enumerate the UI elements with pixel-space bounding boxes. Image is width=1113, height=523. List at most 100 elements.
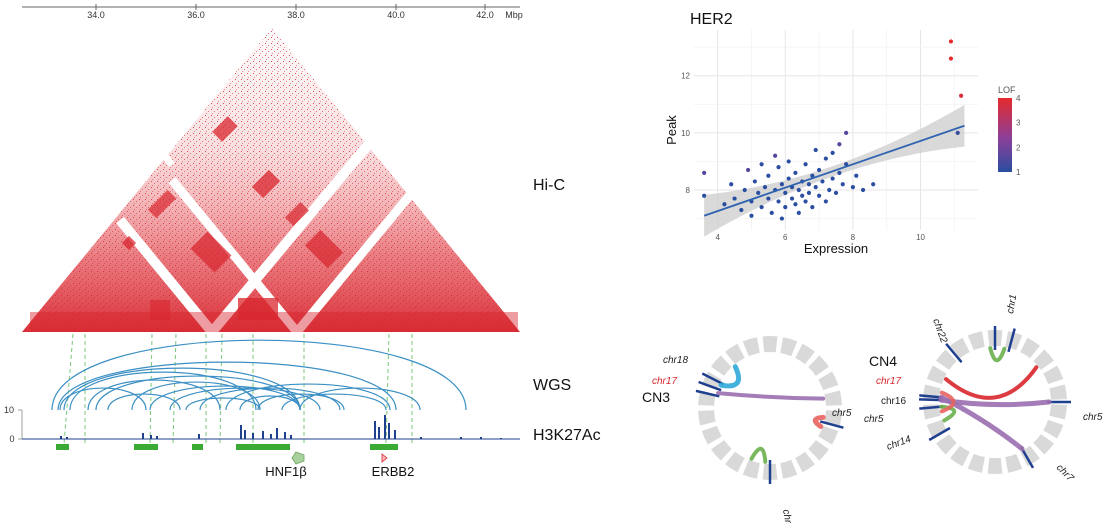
scatter-point xyxy=(783,190,788,195)
h3k27ac-peak xyxy=(384,415,386,439)
scatter-point xyxy=(789,196,795,201)
y-tick-label: 8 xyxy=(686,186,691,195)
region-bar xyxy=(192,444,203,450)
circos-link xyxy=(718,364,741,389)
circos-plot-cn4 xyxy=(919,326,1071,475)
scatter-point xyxy=(722,202,727,207)
circos-segment xyxy=(1049,384,1067,400)
h3k27ac-peak xyxy=(378,427,380,439)
circos-left-chr9: chr9 xyxy=(780,509,794,523)
circos-segment xyxy=(725,451,745,473)
scatter-point xyxy=(803,199,808,204)
y-tick-label: 10 xyxy=(681,129,690,138)
circos-segment xyxy=(926,419,947,439)
circos-segment xyxy=(926,365,947,385)
scatter-point xyxy=(702,193,707,198)
h3k27ac-peak xyxy=(276,428,278,439)
guide-lines xyxy=(63,333,413,445)
scatter-point xyxy=(820,179,825,184)
circos-segment xyxy=(1033,349,1054,370)
guide-line xyxy=(149,333,153,445)
x-axis-label: Expression xyxy=(804,241,868,256)
h3k27ac-peak xyxy=(420,437,422,439)
h3k27ac-peak xyxy=(500,438,502,439)
scatter-point xyxy=(793,202,798,207)
circos-segment xyxy=(936,434,957,455)
legend-colorbar xyxy=(998,98,1012,172)
circos-segment xyxy=(987,457,1003,475)
circos-link xyxy=(938,394,1025,452)
scatter-point xyxy=(756,190,761,195)
scatter-point xyxy=(766,173,771,178)
circos-segment xyxy=(711,355,732,376)
circos-segment xyxy=(808,355,829,376)
circos-left-chr18: chr18 xyxy=(663,355,688,366)
circos-left-chr17: chr17 xyxy=(652,376,677,387)
regression-line xyxy=(703,124,965,217)
scatter-point xyxy=(948,56,954,61)
circos-link xyxy=(944,365,1039,400)
h3k27ac-peak xyxy=(270,434,272,439)
hic-domain xyxy=(212,116,238,142)
circos-segment xyxy=(1020,337,1040,359)
genome-axis: 34.0 36.0 38.0 40.0 42.0 Mbp xyxy=(22,4,523,20)
guide-line xyxy=(385,333,390,445)
circos-link xyxy=(716,391,826,401)
circos-segment xyxy=(950,445,970,467)
sv-arc xyxy=(239,395,301,411)
h3k27ac-peak xyxy=(66,437,68,439)
scatter-point xyxy=(732,196,737,201)
scatter-point xyxy=(776,165,781,170)
circos-marker xyxy=(695,389,720,398)
h3k27ac-ymax: 10 xyxy=(4,405,14,415)
scatter-point xyxy=(766,196,771,201)
scatter-point xyxy=(823,156,828,161)
circos-marker xyxy=(701,372,725,386)
hic-domain xyxy=(284,201,310,227)
scatter-point xyxy=(810,173,815,178)
scatter-point xyxy=(813,147,818,153)
wgs-arcs xyxy=(51,339,467,411)
hic-track-label: Hi-C xyxy=(533,177,565,194)
region-bar xyxy=(134,444,158,450)
scatter-point xyxy=(800,193,805,198)
circos-right-chr22: chr22 xyxy=(930,317,949,345)
scatter-point xyxy=(844,130,849,135)
circos-segment xyxy=(742,337,760,357)
cn4-label: CN4 xyxy=(869,353,897,369)
region-bar xyxy=(370,444,398,450)
x-tick-label: 10 xyxy=(916,233,925,242)
hnf1b-gene-icon xyxy=(291,451,305,465)
hic-domain xyxy=(190,231,232,273)
h3k27ac-peak xyxy=(198,434,200,439)
hic-gap xyxy=(157,147,175,168)
circos-segment xyxy=(1033,434,1054,455)
h3k27ac-ymin: 0 xyxy=(9,434,14,444)
guide-line xyxy=(172,333,177,445)
circos-segment xyxy=(780,337,798,357)
scatter-point xyxy=(816,193,822,198)
circos-link xyxy=(939,404,957,423)
circos-segment xyxy=(1043,419,1064,439)
erbb2-gene-icon xyxy=(381,453,388,463)
circos-right-chr5-right: chr5 xyxy=(1083,412,1103,423)
h3k27ac-peak xyxy=(480,437,482,439)
circos-segment xyxy=(725,343,745,365)
sv-arc xyxy=(199,387,341,411)
scatter-point xyxy=(948,39,954,44)
scatter-point xyxy=(779,182,785,187)
scatter-point xyxy=(702,170,707,175)
scatter-point xyxy=(837,142,842,147)
circos-right-chr17: chr17 xyxy=(876,376,901,387)
x-tick-label: 6 xyxy=(783,233,788,242)
circos-segment xyxy=(795,343,815,365)
circos-link xyxy=(988,346,1007,363)
scatter-point xyxy=(827,187,832,193)
hic-gap xyxy=(116,216,216,336)
genome-tick-36: 36.0 xyxy=(187,10,205,20)
h3k27ac-track-label: H3K27Ac xyxy=(533,427,601,444)
circos-segment xyxy=(701,425,722,445)
sv-arc xyxy=(51,339,467,411)
sv-arc xyxy=(57,361,397,411)
scatter-point xyxy=(739,207,744,213)
